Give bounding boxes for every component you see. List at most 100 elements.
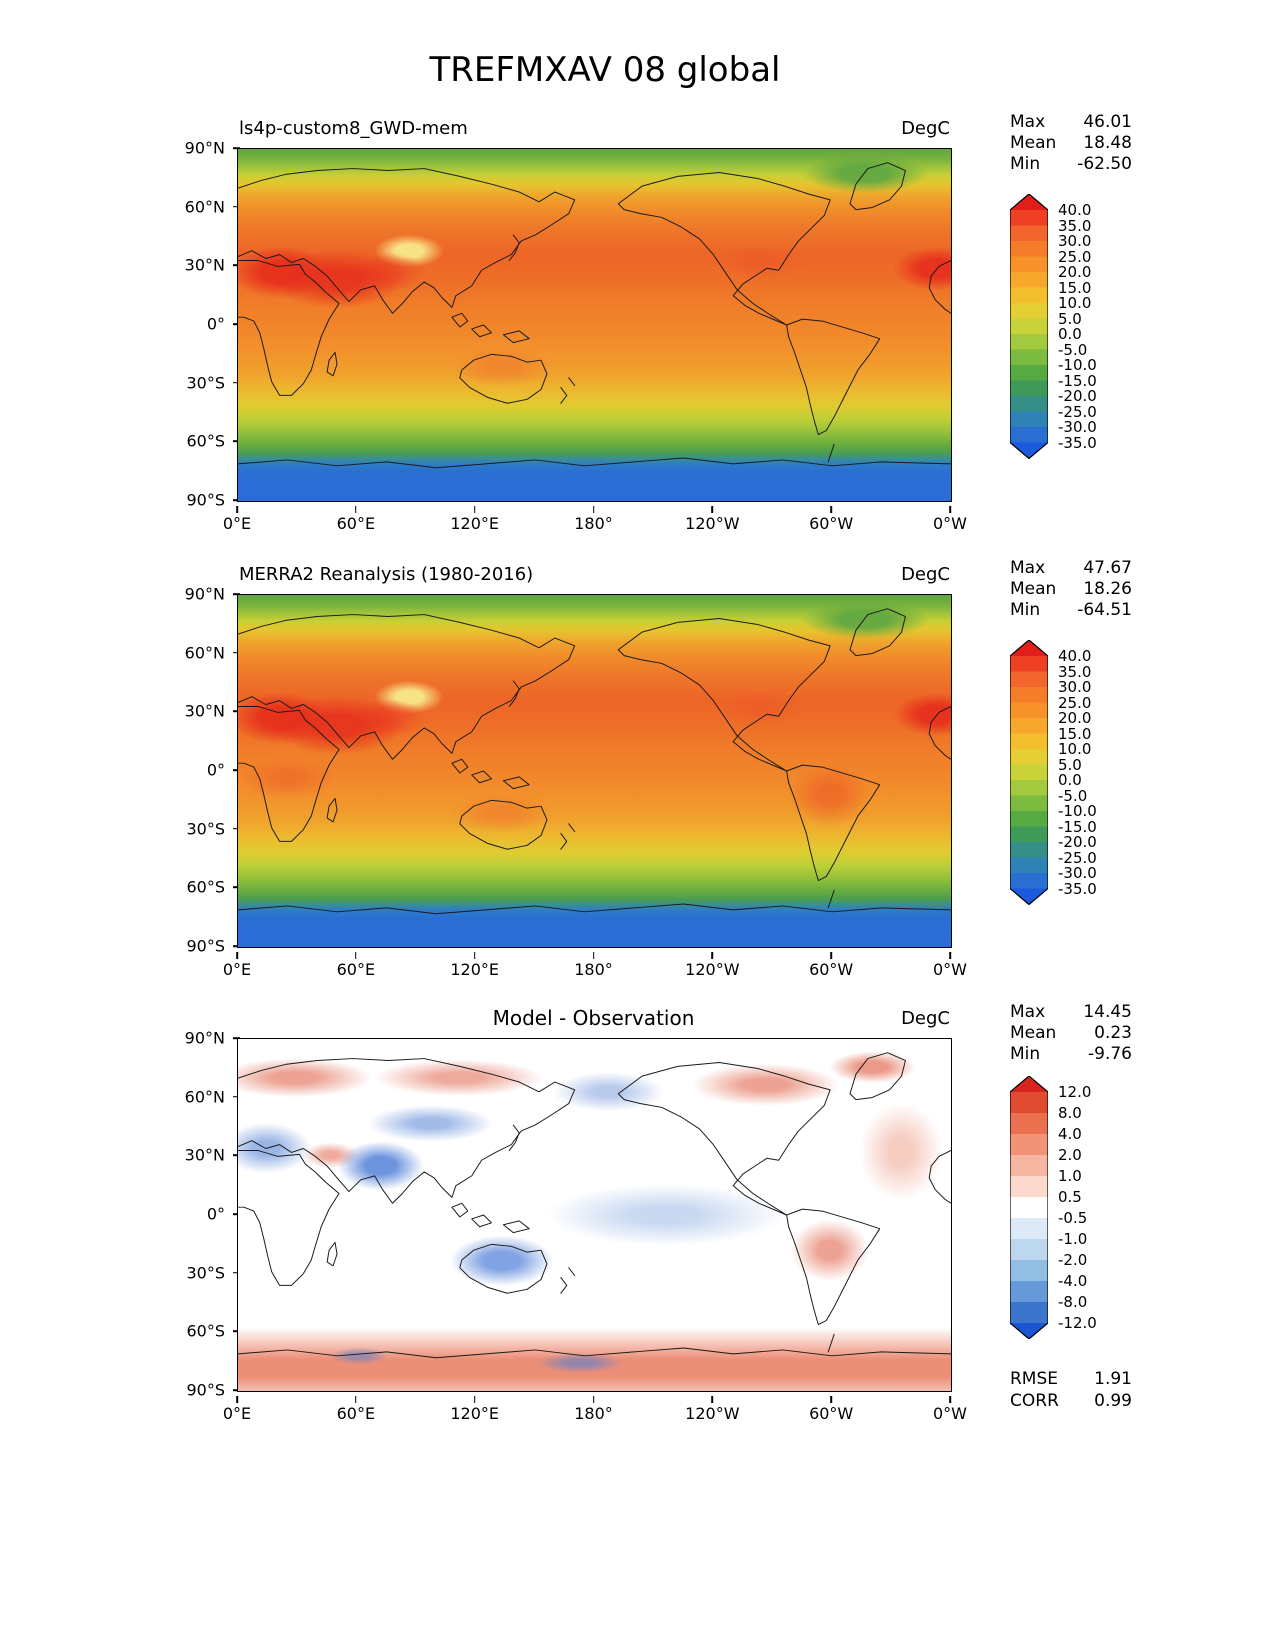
x-axis-tick-label: 120°E bbox=[450, 1404, 499, 1423]
colorbar bbox=[1009, 193, 1049, 460]
stat-min-value: -62.50 bbox=[1077, 154, 1132, 174]
colorbar-tick-label: 25.0 bbox=[1058, 247, 1092, 266]
x-axis-tick-mark bbox=[830, 952, 832, 959]
stat-max-label: Max bbox=[1010, 112, 1046, 132]
colorbar-tick-label: -20.0 bbox=[1058, 833, 1097, 851]
panel-subtitle: ls4p-custom8_GWD-mem bbox=[239, 118, 468, 139]
colorbar-tick-label: -10.0 bbox=[1058, 802, 1097, 820]
colorbar-tick-label: 35.0 bbox=[1058, 216, 1092, 235]
x-axis-tick-label: 0°W bbox=[933, 960, 967, 979]
x-axis-tick-mark bbox=[830, 506, 832, 513]
colorbar-tick-label: -15.0 bbox=[1058, 817, 1097, 836]
rmse-value: 1.91 bbox=[1094, 1369, 1132, 1389]
colorbar-tick-label: 2.0 bbox=[1058, 1146, 1082, 1164]
figure-title: TREFMXAV 08 global bbox=[429, 50, 781, 90]
y-axis-tick-label: 0° bbox=[206, 1204, 225, 1224]
y-axis-tick-label: 90°N bbox=[184, 584, 225, 604]
rmse-label: RMSE bbox=[1010, 1369, 1059, 1389]
x-axis-tick-label: 0°W bbox=[933, 1404, 967, 1423]
y-axis-tick-label: 30°N bbox=[184, 255, 225, 275]
panel-header: ls4p-custom8_GWD-mem DegC bbox=[237, 118, 950, 142]
stat-mean-label: Mean bbox=[1010, 1023, 1057, 1043]
stat-min-value: -64.51 bbox=[1077, 600, 1132, 620]
colorbar bbox=[1009, 1075, 1049, 1340]
y-axis-tick-mark bbox=[233, 945, 240, 947]
y-axis-tick-label: 0° bbox=[206, 760, 225, 780]
x-axis-tick-label: 0°E bbox=[222, 1404, 252, 1423]
stats-block: Max 46.01 Mean 18.48 Min -62.50 bbox=[1010, 112, 1132, 175]
units-label: DegC bbox=[901, 564, 950, 585]
y-axis-tick-mark bbox=[233, 323, 240, 325]
stat-mean-value: 0.23 bbox=[1094, 1023, 1132, 1043]
stat-mean-label: Mean bbox=[1010, 579, 1057, 599]
x-axis-tick-label: 60°W bbox=[809, 514, 854, 533]
colorbar-tick-label: 1.0 bbox=[1058, 1167, 1082, 1185]
x-axis-tick-mark bbox=[473, 952, 476, 959]
x-axis-tick-mark bbox=[236, 952, 238, 959]
y-axis-tick-mark bbox=[233, 1037, 240, 1039]
colorbar-tick-label: -8.0 bbox=[1058, 1293, 1088, 1311]
x-axis: 0°E 60°E 120°E 180° 120°W 60°W 0°W bbox=[223, 506, 967, 533]
x-axis-tick-mark bbox=[355, 952, 357, 959]
y-axis: 90°N 60°N 30°N 0° 30°S 60°S 90°S bbox=[147, 585, 240, 956]
x-axis-tick-label: 0°E bbox=[222, 514, 252, 533]
y-axis-tick-label: 60°S bbox=[186, 1321, 225, 1341]
stat-min-label: Min bbox=[1010, 600, 1041, 620]
map-model bbox=[237, 148, 952, 502]
y-axis-tick-mark bbox=[233, 1213, 240, 1215]
x-axis-tick-mark bbox=[592, 506, 595, 513]
stat-min-label: Min bbox=[1010, 1044, 1041, 1064]
y-axis-tick-mark bbox=[233, 1389, 240, 1391]
x-axis-tick-mark bbox=[949, 506, 951, 513]
x-axis-tick-mark bbox=[949, 952, 951, 959]
panel-subtitle: MERRA2 Reanalysis (1980-2016) bbox=[239, 564, 534, 585]
x-axis-tick-mark bbox=[473, 506, 476, 513]
x-axis-tick-mark bbox=[711, 506, 714, 513]
colorbar-tick-label: 10.0 bbox=[1058, 740, 1092, 758]
x-axis-tick-label: 60°W bbox=[809, 960, 854, 979]
colorbar-tick-label: 15.0 bbox=[1058, 278, 1092, 297]
y-axis-tick-label: 60°N bbox=[184, 197, 225, 217]
colorbar-tick-label: 5.0 bbox=[1058, 755, 1082, 774]
y-axis-tick-mark bbox=[233, 440, 240, 443]
colorbar-tick-label: 40.0 bbox=[1058, 647, 1092, 665]
y-axis-tick-label: 60°S bbox=[186, 877, 225, 897]
y-axis-tick-label: 30°S bbox=[186, 373, 225, 393]
y-axis-tick-label: 60°N bbox=[184, 643, 225, 663]
stat-max-value: 46.01 bbox=[1083, 112, 1132, 132]
y-axis-tick-mark bbox=[233, 264, 240, 267]
colorbar-tick-label: -12.0 bbox=[1058, 1314, 1097, 1332]
colorbar-tick-label: -20.0 bbox=[1058, 387, 1097, 405]
x-axis-tick-label: 60°E bbox=[336, 1404, 376, 1423]
colorbar-tick-label: 5.0 bbox=[1058, 309, 1082, 328]
x-axis-tick-label: 120°W bbox=[685, 514, 740, 533]
x-axis-tick-mark bbox=[711, 952, 714, 959]
y-axis-tick-label: 30°S bbox=[186, 819, 225, 839]
colorbar-observation: 40.0 35.0 30.0 25.0 20.0 15.0 10.0 5.0 0.0 -5.0 -1… bbox=[1009, 639, 1140, 909]
x-axis: 0°E 60°E 120°E 180° 120°W 60°W 0°W bbox=[223, 1396, 967, 1423]
x-axis-tick-label: 180° bbox=[574, 514, 613, 533]
x-axis-tick-label: 120°E bbox=[450, 514, 499, 533]
corr-label: CORR bbox=[1010, 1391, 1059, 1411]
y-axis-tick-label: 90°N bbox=[184, 138, 225, 158]
colorbar-tick-label: -5.0 bbox=[1058, 786, 1088, 805]
stat-max-label: Max bbox=[1010, 1002, 1046, 1022]
y-axis-tick-label: 90°S bbox=[186, 936, 225, 956]
colorbar-tick-label: 30.0 bbox=[1058, 232, 1092, 250]
x-axis-tick-label: 120°E bbox=[450, 960, 499, 979]
colorbar-tick-label: -0.5 bbox=[1058, 1209, 1088, 1227]
y-axis-tick-label: 60°S bbox=[186, 431, 225, 451]
y-axis-tick-mark bbox=[233, 1330, 240, 1333]
colorbar-tick-label: -2.0 bbox=[1058, 1251, 1088, 1269]
colorbar-tick-label: -25.0 bbox=[1058, 402, 1097, 421]
colorbar-tick-label: -10.0 bbox=[1058, 356, 1097, 374]
colorbar-tick-label: 10.0 bbox=[1058, 294, 1092, 312]
y-axis-tick-mark bbox=[233, 886, 240, 889]
x-axis-tick-mark bbox=[355, 1396, 357, 1403]
colorbar-tick-label: 20.0 bbox=[1058, 263, 1092, 281]
colorbar-tick-label: 0.5 bbox=[1058, 1188, 1082, 1206]
difference-panel: Model - Observation DegC 90°N 60°N 30°N 0° 3… bbox=[0, 1000, 1275, 1470]
colorbar-tick-label: -30.0 bbox=[1058, 418, 1097, 436]
y-axis-tick-mark bbox=[233, 651, 240, 654]
